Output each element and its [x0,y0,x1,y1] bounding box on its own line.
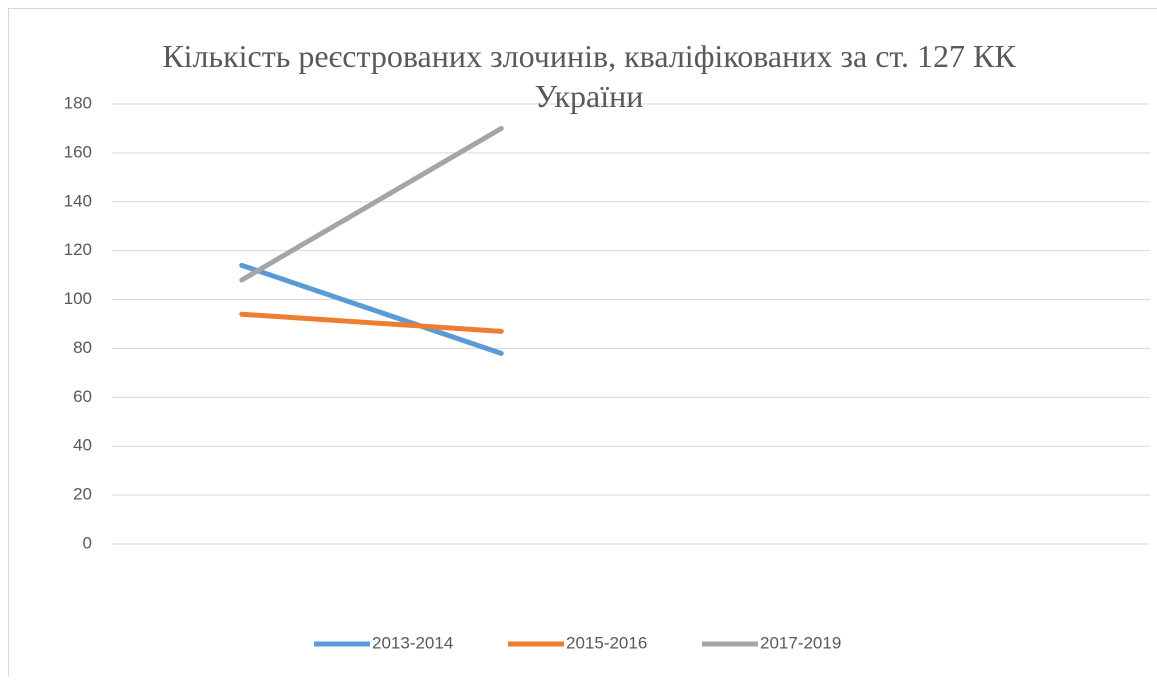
legend-label: 2015-2016 [566,633,647,652]
y-tick-label: 80 [73,338,92,357]
y-tick-label: 140 [64,191,92,210]
y-tick-label: 100 [64,289,92,308]
chart-title: Кількість реєстрованих злочинів, кваліфі… [139,36,1039,116]
legend-label: 2013-2014 [372,633,453,652]
series-line [242,314,502,331]
y-tick-label: 40 [73,436,92,455]
y-tick-label: 160 [64,142,92,161]
y-tick-label: 120 [64,240,92,259]
y-tick-label: 60 [73,387,92,406]
y-tick-label: 20 [73,485,92,504]
legend-label: 2017-2019 [760,633,841,652]
y-tick-label: 0 [83,533,92,552]
y-tick-label: 180 [64,93,92,112]
series-line [242,265,502,353]
series-line [242,128,502,280]
